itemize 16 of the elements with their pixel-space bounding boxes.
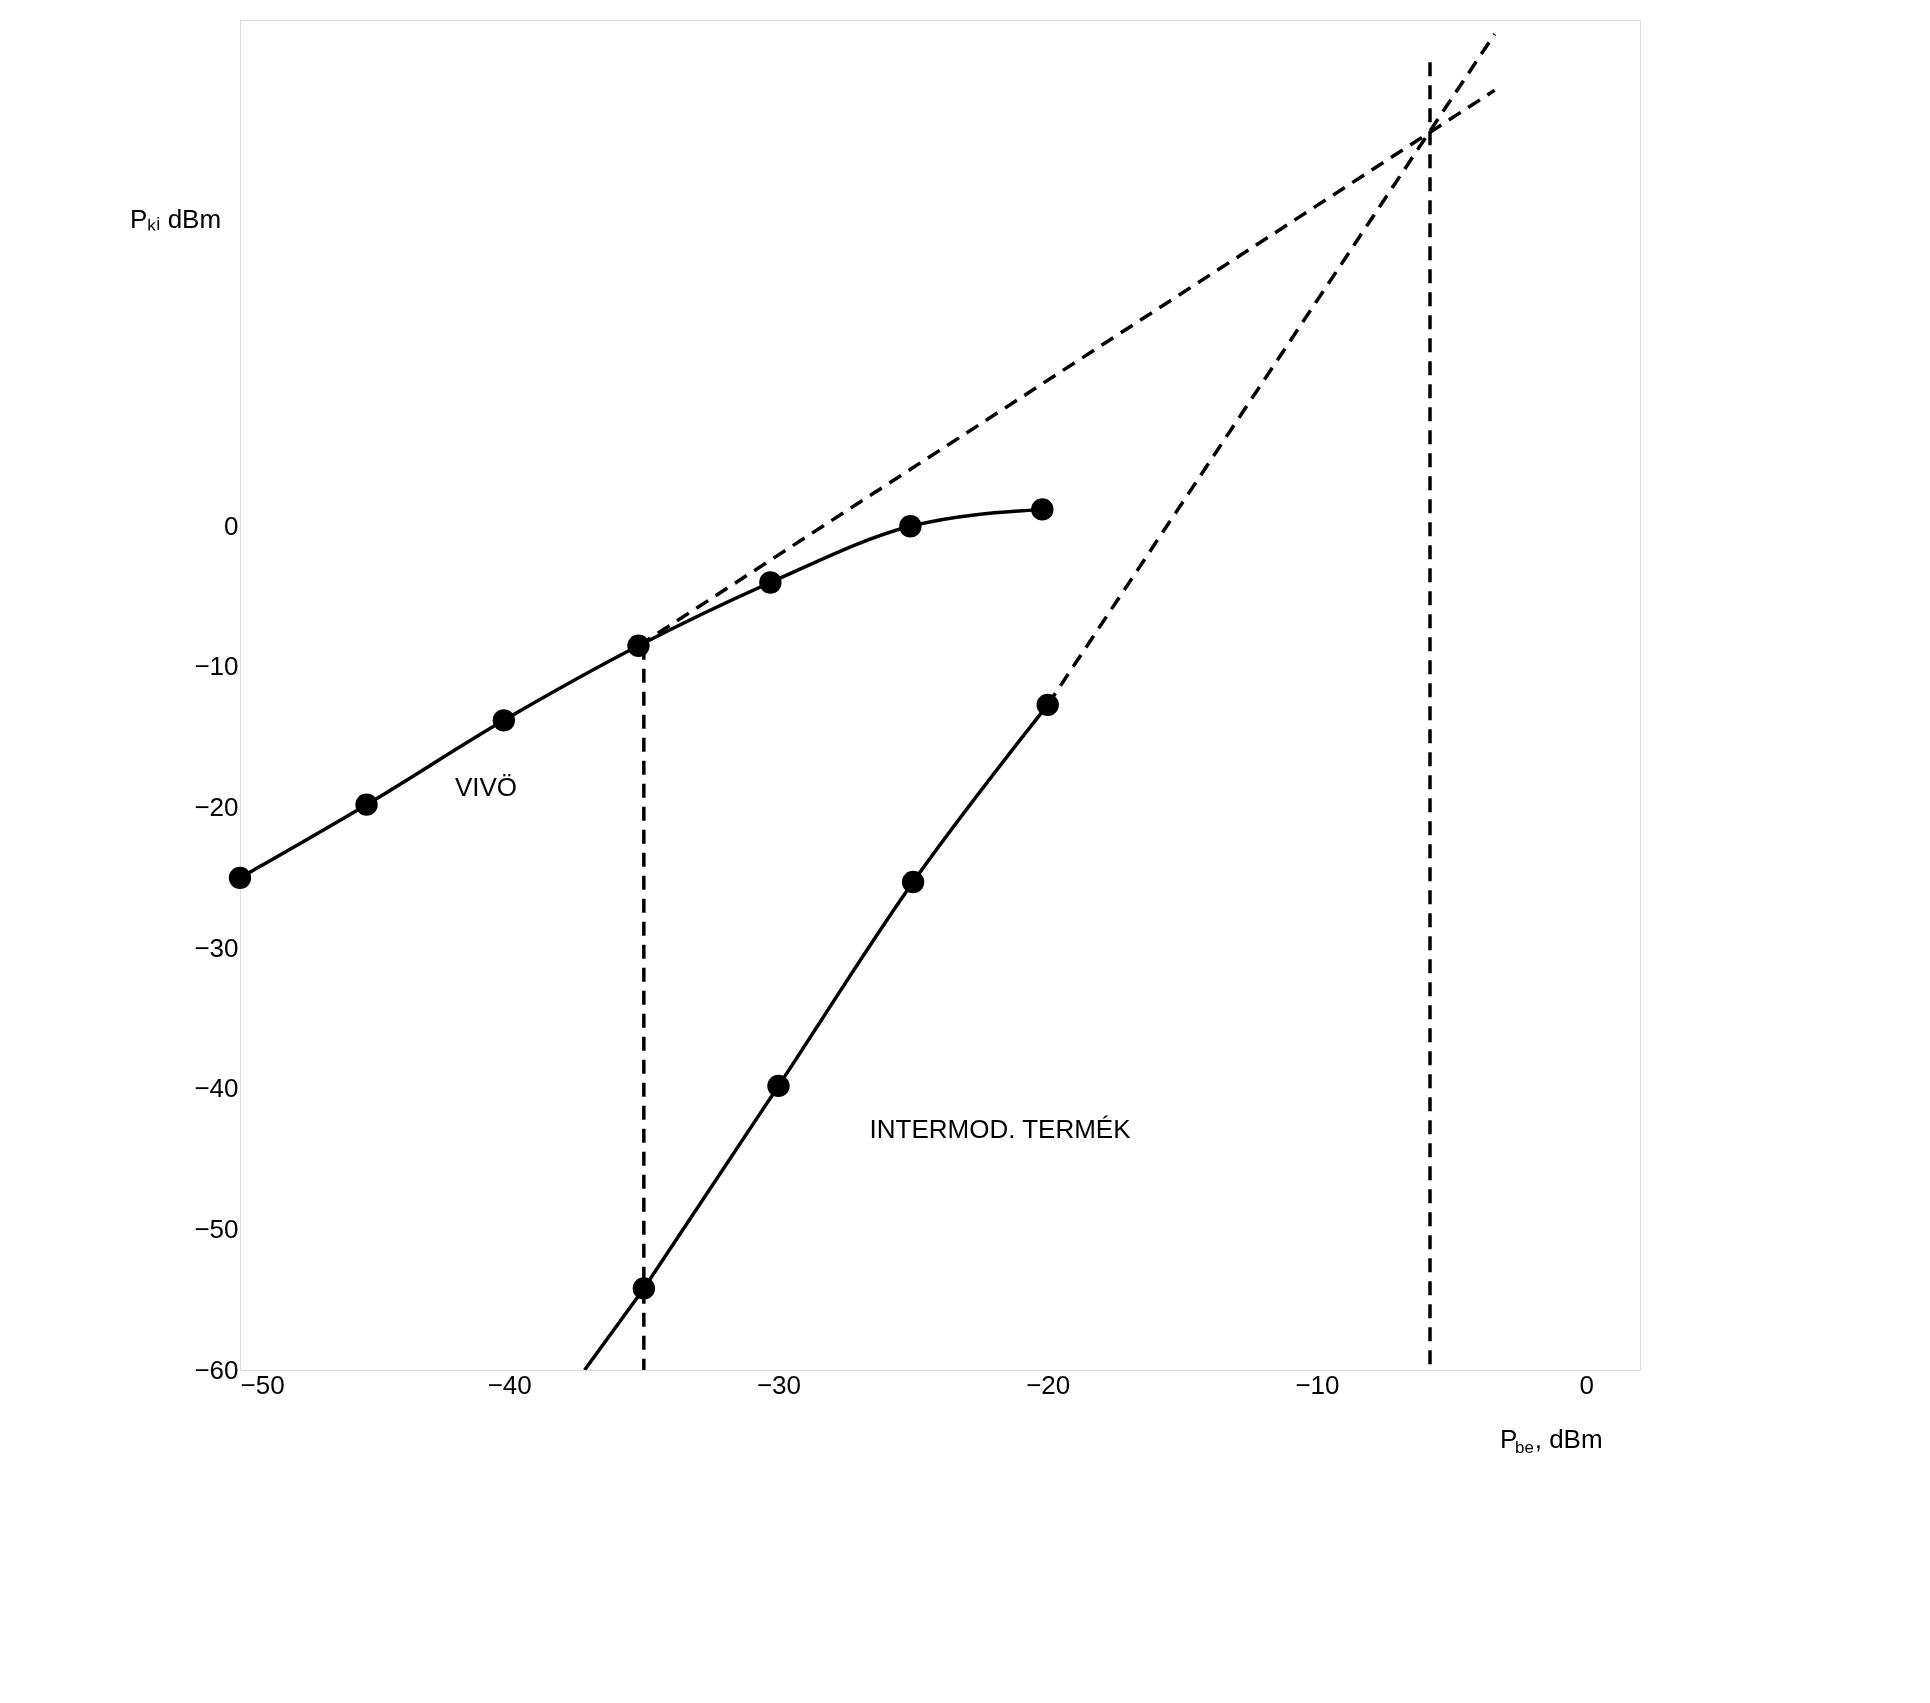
x-tick-label: −30 bbox=[756, 1369, 802, 1400]
x-tick-label: −40 bbox=[487, 1369, 532, 1400]
y-axis-title: Pₖᵢ dBm bbox=[130, 204, 222, 234]
x-tick-label: −10 bbox=[1295, 1369, 1340, 1400]
y-tick-label: −20 bbox=[194, 792, 239, 822]
y-tick-label: −40 bbox=[194, 1073, 239, 1104]
x-tick-label: −20 bbox=[1026, 1369, 1071, 1400]
y-tick-label: −30 bbox=[194, 932, 239, 963]
y-tick-label: −60 bbox=[194, 1354, 239, 1385]
y-tick-label: −10 bbox=[194, 651, 239, 682]
annotation: INTERMOD. TERMÉK bbox=[869, 1114, 1132, 1144]
x-tick-label: −50 bbox=[240, 1369, 285, 1400]
y-tick-label: 0 bbox=[224, 510, 239, 541]
x-tick-label: 0 bbox=[1579, 1369, 1594, 1400]
y-tick-label: −50 bbox=[194, 1213, 239, 1244]
annotation: VIVÖ bbox=[454, 772, 518, 802]
